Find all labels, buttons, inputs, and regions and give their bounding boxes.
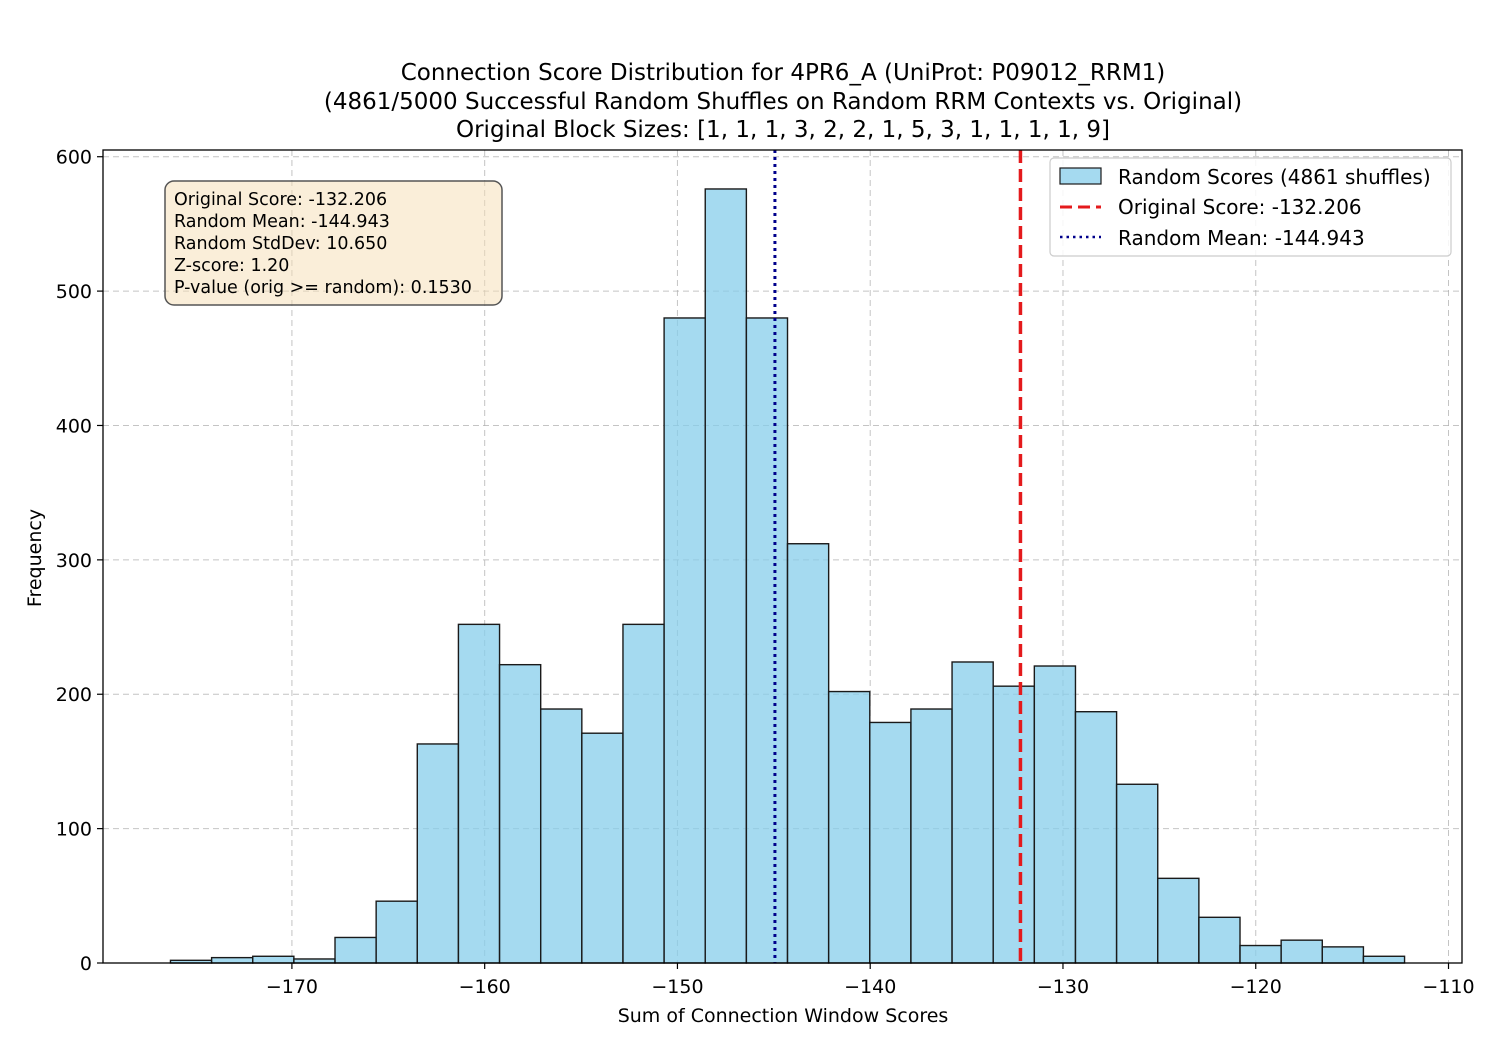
stats-random-stddev: Random StdDev: 10.650 bbox=[174, 234, 387, 254]
histogram-bar bbox=[1033, 665, 1077, 964]
chart-title-line-3: Original Block Sizes: [1, 1, 1, 3, 2, 2,… bbox=[456, 117, 1110, 143]
histogram-bars bbox=[169, 188, 1406, 964]
histogram-bar bbox=[1362, 955, 1406, 964]
histogram-bar bbox=[910, 708, 953, 964]
stats-random-mean: Random Mean: -144.943 bbox=[174, 212, 390, 232]
histogram-bar bbox=[498, 663, 542, 964]
histogram-bar bbox=[1198, 916, 1241, 964]
histogram-bar bbox=[375, 900, 418, 964]
chart-legend: Random Scores (4861 shuffles) Original S… bbox=[1049, 157, 1452, 257]
y-tick-label: 300 bbox=[56, 550, 92, 572]
legend-label-original-score: Original Score: -132.206 bbox=[1118, 195, 1362, 219]
histogram-bar bbox=[1321, 946, 1365, 964]
y-axis-label: Frequency bbox=[24, 509, 46, 607]
histogram-bar bbox=[992, 685, 1036, 964]
legend-swatch-random-scores bbox=[1059, 167, 1102, 185]
x-tick-label: −120 bbox=[1230, 976, 1282, 998]
x-axis-ticks: −170 −160 −150 −140 −130 −120 −110 bbox=[266, 963, 1475, 998]
y-tick-label: 400 bbox=[56, 415, 92, 437]
reference-lines bbox=[773, 150, 1023, 963]
histogram-bar bbox=[1280, 939, 1323, 964]
histogram-bar bbox=[252, 955, 295, 964]
legend-frame bbox=[1049, 157, 1452, 257]
stats-p-value: P-value (orig >= random): 0.1530 bbox=[174, 278, 472, 298]
histogram-bar bbox=[334, 936, 377, 964]
histogram-bar bbox=[827, 690, 871, 964]
x-tick-label: −130 bbox=[1037, 976, 1089, 998]
y-tick-label: 0 bbox=[80, 953, 92, 975]
y-tick-label: 600 bbox=[56, 147, 92, 169]
x-tick-label: −110 bbox=[1422, 976, 1474, 998]
stats-z-score: Z-score: 1.20 bbox=[174, 256, 289, 276]
stats-box: Original Score: -132.206 Random Mean: -1… bbox=[164, 180, 503, 306]
legend-label-random-mean: Random Mean: -144.943 bbox=[1118, 226, 1365, 250]
histogram-bar bbox=[622, 623, 665, 964]
x-tick-label: −140 bbox=[844, 976, 896, 998]
histogram-bar bbox=[1074, 711, 1118, 964]
histogram-bar bbox=[1115, 783, 1159, 964]
plot-area-frame bbox=[102, 149, 1463, 964]
histogram-bar bbox=[663, 317, 706, 964]
x-tick-label: −150 bbox=[651, 976, 703, 998]
histogram-bar bbox=[581, 732, 624, 964]
stats-original-score: Original Score: -132.206 bbox=[174, 190, 387, 210]
histogram-bar bbox=[745, 317, 789, 964]
histogram-bar bbox=[416, 743, 460, 964]
stats-box-background bbox=[164, 180, 503, 306]
chart-title: Connection Score Distribution for 4PR6_A… bbox=[324, 60, 1242, 143]
histogram-bar bbox=[457, 623, 501, 964]
histogram-bar bbox=[1157, 877, 1200, 964]
x-tick-label: −170 bbox=[266, 976, 318, 998]
histogram-bar bbox=[951, 661, 994, 964]
chart-title-line-2: (4861/5000 Successful Random Shuffles on… bbox=[324, 89, 1242, 115]
histogram-bar bbox=[539, 708, 583, 964]
x-axis-label: Sum of Connection Window Scores bbox=[618, 1005, 949, 1027]
histogram-bar bbox=[786, 543, 830, 964]
chart-title-line-1: Connection Score Distribution for 4PR6_A… bbox=[401, 60, 1166, 86]
x-tick-label: −160 bbox=[459, 976, 511, 998]
histogram-bar bbox=[210, 956, 254, 964]
y-axis-ticks: 0 100 200 300 400 500 600 bbox=[56, 147, 103, 975]
histogram-bar bbox=[1239, 944, 1282, 964]
y-tick-label: 500 bbox=[56, 281, 92, 303]
y-tick-label: 200 bbox=[56, 684, 92, 706]
histogram-bar bbox=[869, 721, 912, 964]
y-tick-label: 100 bbox=[56, 819, 92, 841]
histogram-bar bbox=[704, 188, 748, 964]
legend-label-random-scores: Random Scores (4861 shuffles) bbox=[1118, 165, 1431, 189]
